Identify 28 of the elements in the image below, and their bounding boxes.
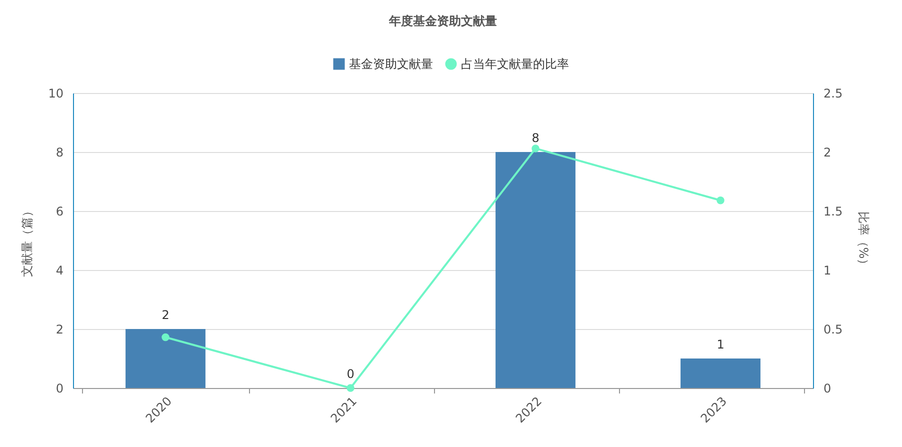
bar — [496, 152, 576, 388]
y2-axis-title: 比率（%） — [856, 211, 871, 271]
y-tick-label: 4 — [56, 264, 64, 278]
y2-tick-label: 0.5 — [824, 322, 843, 336]
legend-label: 基金资助文献量 — [349, 57, 433, 71]
bar — [680, 358, 760, 388]
legend-label: 占当年文献量的比率 — [461, 57, 569, 71]
y2-tick-label: 2 — [824, 146, 832, 160]
y-tick-label: 6 — [56, 204, 64, 218]
data-label: 0 — [346, 367, 354, 381]
y2-tick-label: 0 — [824, 382, 832, 396]
point — [346, 384, 354, 392]
y2-tick-label: 1 — [824, 264, 832, 278]
point — [532, 144, 540, 152]
bar — [126, 329, 206, 388]
data-label: 1 — [716, 338, 724, 352]
data-label: 2 — [162, 308, 170, 322]
y-tick-label: 8 — [56, 146, 64, 160]
data-label: 8 — [532, 131, 540, 145]
y-tick-label: 10 — [48, 86, 64, 100]
y2-tick-label: 2.5 — [824, 86, 843, 100]
y-axis-title: 文献量（篇） — [20, 205, 34, 277]
chart-title: 年度基金资助文献量 — [388, 14, 497, 28]
point — [162, 333, 170, 342]
y2-tick-label: 1.5 — [824, 204, 843, 218]
point — [716, 196, 724, 204]
y-tick-label: 0 — [56, 382, 64, 396]
y-tick-label: 2 — [56, 322, 64, 336]
